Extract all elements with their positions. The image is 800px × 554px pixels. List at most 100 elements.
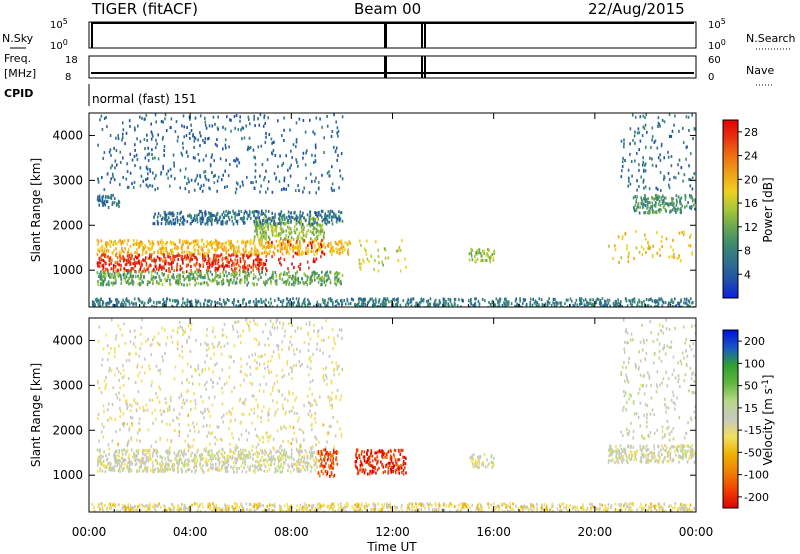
heatmap-cell — [193, 139, 196, 143]
heatmap-cell — [661, 304, 664, 307]
heatmap-cell — [105, 195, 107, 199]
heatmap-cell — [313, 275, 316, 279]
heatmap-cell — [337, 243, 339, 247]
heatmap-cell — [406, 300, 409, 304]
heatmap-cell — [118, 254, 121, 258]
heatmap-cell — [238, 161, 241, 165]
heatmap-cell — [166, 252, 169, 256]
heatmap-cell — [153, 300, 155, 304]
heatmap-cell — [139, 240, 141, 244]
heatmap-cell — [200, 466, 202, 470]
heatmap-cell — [265, 250, 268, 254]
heatmap-cell — [212, 241, 214, 245]
heatmap-cell — [469, 305, 471, 307]
heatmap-cell — [279, 277, 281, 281]
heatmap-cell — [214, 219, 216, 222]
heatmap-cell — [113, 271, 116, 275]
heatmap-cell — [290, 149, 292, 153]
heatmap-cell — [228, 260, 230, 264]
heatmap-cell — [210, 303, 212, 307]
heatmap-cell — [172, 254, 174, 258]
heatmap-cell — [303, 272, 306, 276]
heatmap-cell — [157, 157, 160, 161]
heatmap-cell — [156, 461, 159, 465]
heatmap-cell — [636, 179, 638, 183]
heatmap-cell — [645, 200, 647, 203]
heatmap-cell — [127, 270, 130, 274]
heatmap-cell — [115, 280, 117, 283]
heatmap-cell — [313, 257, 315, 261]
freq-label: Freq. — [4, 52, 31, 65]
heatmap-cell — [131, 182, 133, 186]
heatmap-cell — [179, 454, 181, 458]
heatmap-cell — [343, 299, 345, 302]
heatmap-cell — [149, 455, 151, 459]
heatmap-cell — [298, 250, 300, 253]
heatmap-cell — [298, 450, 300, 453]
heatmap-cell — [164, 262, 167, 266]
heatmap-cell — [232, 247, 235, 251]
heatmap-cell — [127, 247, 130, 251]
heatmap-cell — [281, 230, 283, 234]
heatmap-cell — [336, 217, 339, 221]
heatmap-cell — [107, 242, 109, 246]
heatmap-cell — [237, 246, 240, 250]
heatmap-cell — [300, 220, 303, 224]
heatmap-cell — [646, 304, 649, 307]
heatmap-cell — [271, 231, 274, 235]
heatmap-cell — [100, 258, 103, 262]
heatmap-cell — [194, 248, 197, 252]
heatmap-cell — [171, 275, 174, 279]
heatmap-cell — [271, 141, 273, 145]
heatmap-cell — [254, 466, 257, 470]
heatmap-cell — [162, 259, 164, 263]
heatmap-cell — [321, 215, 323, 219]
heatmap-cell — [193, 239, 196, 243]
heatmap-cell — [286, 280, 288, 284]
heatmap-cell — [255, 263, 257, 267]
heatmap-cell — [651, 196, 654, 200]
heatmap-cell — [194, 462, 196, 466]
heatmap-cell — [252, 239, 255, 243]
heatmap-cell — [278, 458, 280, 462]
heatmap-cell — [182, 270, 184, 274]
heatmap-cell — [182, 114, 185, 118]
heatmap-cell — [689, 205, 691, 209]
heatmap-cell — [96, 463, 99, 467]
heatmap-cell — [108, 302, 110, 306]
heatmap-cell — [277, 464, 280, 468]
heatmap-cell — [374, 259, 376, 263]
heatmap-cell — [659, 124, 661, 128]
heatmap-cell — [243, 136, 246, 140]
heatmap-cell — [661, 245, 663, 249]
heatmap-cell — [285, 237, 287, 241]
heatmap-cell — [153, 305, 156, 307]
heatmap-cell — [123, 422, 126, 426]
heatmap-cell — [313, 161, 315, 164]
heatmap-cell — [319, 240, 322, 244]
heatmap-cell — [120, 463, 123, 467]
heatmap-cell — [179, 277, 181, 281]
heatmap-cell — [641, 163, 644, 167]
heatmap-cell — [283, 258, 286, 261]
heatmap-cell — [659, 158, 662, 162]
heatmap-cell — [288, 300, 290, 304]
heatmap-cell — [649, 246, 652, 249]
heatmap-cell — [247, 115, 250, 119]
heatmap-cell — [123, 258, 126, 261]
heatmap-cell — [293, 301, 295, 304]
heatmap-cell — [667, 171, 670, 175]
heatmap-cell — [673, 123, 675, 127]
heatmap-cell — [111, 468, 113, 472]
heatmap-cell — [231, 455, 234, 459]
heatmap-cell — [159, 455, 162, 458]
heatmap-cell — [675, 304, 678, 307]
heatmap-cell — [243, 453, 246, 457]
heatmap-cell — [316, 217, 318, 221]
heatmap-cell — [410, 304, 413, 307]
heatmap-cell — [242, 183, 244, 187]
heatmap-cell — [674, 176, 677, 180]
heatmap-cell — [208, 449, 210, 453]
heatmap-cell — [258, 264, 260, 268]
